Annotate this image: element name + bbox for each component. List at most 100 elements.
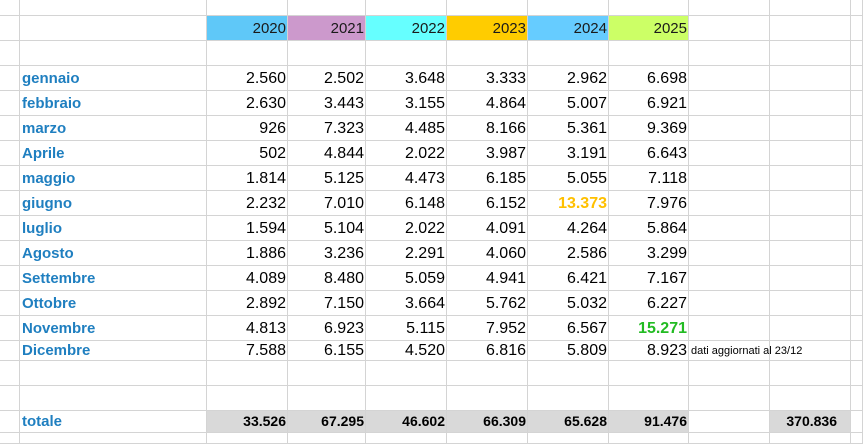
grid-cell <box>447 291 528 316</box>
grid-cell <box>207 411 288 433</box>
value-cell: 6.698 <box>646 69 687 87</box>
grid-cell <box>288 16 366 41</box>
grid-cell <box>447 266 528 291</box>
grid-cell <box>207 316 288 341</box>
note: dati aggiornati al 23/12 <box>691 345 803 357</box>
grid-cell <box>528 0 609 16</box>
grid-cell <box>207 341 288 361</box>
grid-cell <box>609 316 689 341</box>
grid-cell <box>528 266 609 291</box>
grid-cell <box>851 316 863 341</box>
grid-cell <box>20 66 207 91</box>
grid-cell <box>288 166 366 191</box>
grid-cell <box>770 166 851 191</box>
value-cell: 4.485 <box>404 119 445 137</box>
grid-cell <box>0 141 20 166</box>
value-cell: 2.022 <box>404 144 445 162</box>
grid-cell <box>528 16 609 41</box>
grid-cell <box>0 16 20 41</box>
grid-cell <box>447 316 528 341</box>
grid-cell <box>770 386 851 411</box>
value-cell: 7.010 <box>323 194 364 212</box>
total-cell: 46.602 <box>402 413 445 429</box>
month-label: Dicembre <box>22 342 91 359</box>
value-cell: 5.809 <box>566 342 607 359</box>
grid-cell <box>0 116 20 141</box>
grid-cell <box>207 241 288 266</box>
value-cell: 4.089 <box>245 269 286 287</box>
grid-cell <box>20 191 207 216</box>
grid-cell <box>609 91 689 116</box>
grid-cell <box>0 41 20 66</box>
value-cell: 2.291 <box>404 244 445 262</box>
grid-cell <box>528 41 609 66</box>
grid-cell <box>770 216 851 241</box>
grid-cell <box>20 361 207 386</box>
grid-cell <box>447 191 528 216</box>
value-cell: 3.299 <box>646 244 687 262</box>
grid-cell <box>689 361 770 386</box>
value-cell: 7.952 <box>485 319 526 337</box>
grid-cell <box>689 241 770 266</box>
grid-cell <box>528 66 609 91</box>
value-cell: 7.167 <box>646 269 687 287</box>
grid-cell <box>288 91 366 116</box>
value-cell: 6.421 <box>566 269 607 287</box>
grid-cell <box>851 411 863 433</box>
value-cell: 7.323 <box>323 119 364 137</box>
value-cell: 4.091 <box>485 219 526 237</box>
value-cell: 4.844 <box>323 144 364 162</box>
grid-cell <box>20 433 207 444</box>
grid-cell <box>770 341 851 361</box>
value-cell: 4.473 <box>404 169 445 187</box>
grid-cell <box>528 191 609 216</box>
value-cell: 6.816 <box>485 342 526 359</box>
grid-cell <box>851 166 863 191</box>
value-cell: 5.864 <box>646 219 687 237</box>
grid-cell <box>0 91 20 116</box>
grid-cell <box>366 241 447 266</box>
value-cell: 6.643 <box>646 144 687 162</box>
grid-cell <box>0 386 20 411</box>
grid-cell <box>851 266 863 291</box>
grid-cell <box>770 361 851 386</box>
grid-cell <box>0 411 20 433</box>
grid-cell <box>447 341 528 361</box>
grid-cell <box>207 0 288 16</box>
grid-cell <box>528 91 609 116</box>
value-cell: 5.125 <box>323 169 364 187</box>
grid-cell <box>20 411 207 433</box>
grid-cell <box>689 141 770 166</box>
grid-cell <box>609 41 689 66</box>
value-cell: 1.886 <box>245 244 286 262</box>
grid-cell <box>366 411 447 433</box>
grid-cell <box>770 16 851 41</box>
grid-cell <box>288 0 366 16</box>
grid-cell <box>288 341 366 361</box>
value-cell: 13.373 <box>558 194 607 212</box>
grid-cell <box>609 361 689 386</box>
grid-cell <box>770 433 851 444</box>
value-cell: 5.361 <box>566 119 607 137</box>
year-header: 2022 <box>411 19 445 37</box>
grid-cell <box>851 0 863 16</box>
grid-cell <box>851 16 863 41</box>
grid-cell <box>366 341 447 361</box>
grid-cell <box>770 0 851 16</box>
grid-cell <box>528 386 609 411</box>
grid-cell <box>851 66 863 91</box>
value-cell: 3.987 <box>485 144 526 162</box>
grid-cell <box>851 141 863 166</box>
value-cell: 1.594 <box>245 219 286 237</box>
grid-cell <box>366 166 447 191</box>
value-cell: 3.236 <box>323 244 364 262</box>
grid-cell <box>689 341 770 361</box>
grid-cell <box>207 116 288 141</box>
grid-cell <box>366 141 447 166</box>
grid-cell <box>609 16 689 41</box>
grid-cell <box>770 41 851 66</box>
grid-cell <box>0 266 20 291</box>
grid-cell <box>447 116 528 141</box>
grid-cell <box>207 433 288 444</box>
grid-cell <box>689 291 770 316</box>
